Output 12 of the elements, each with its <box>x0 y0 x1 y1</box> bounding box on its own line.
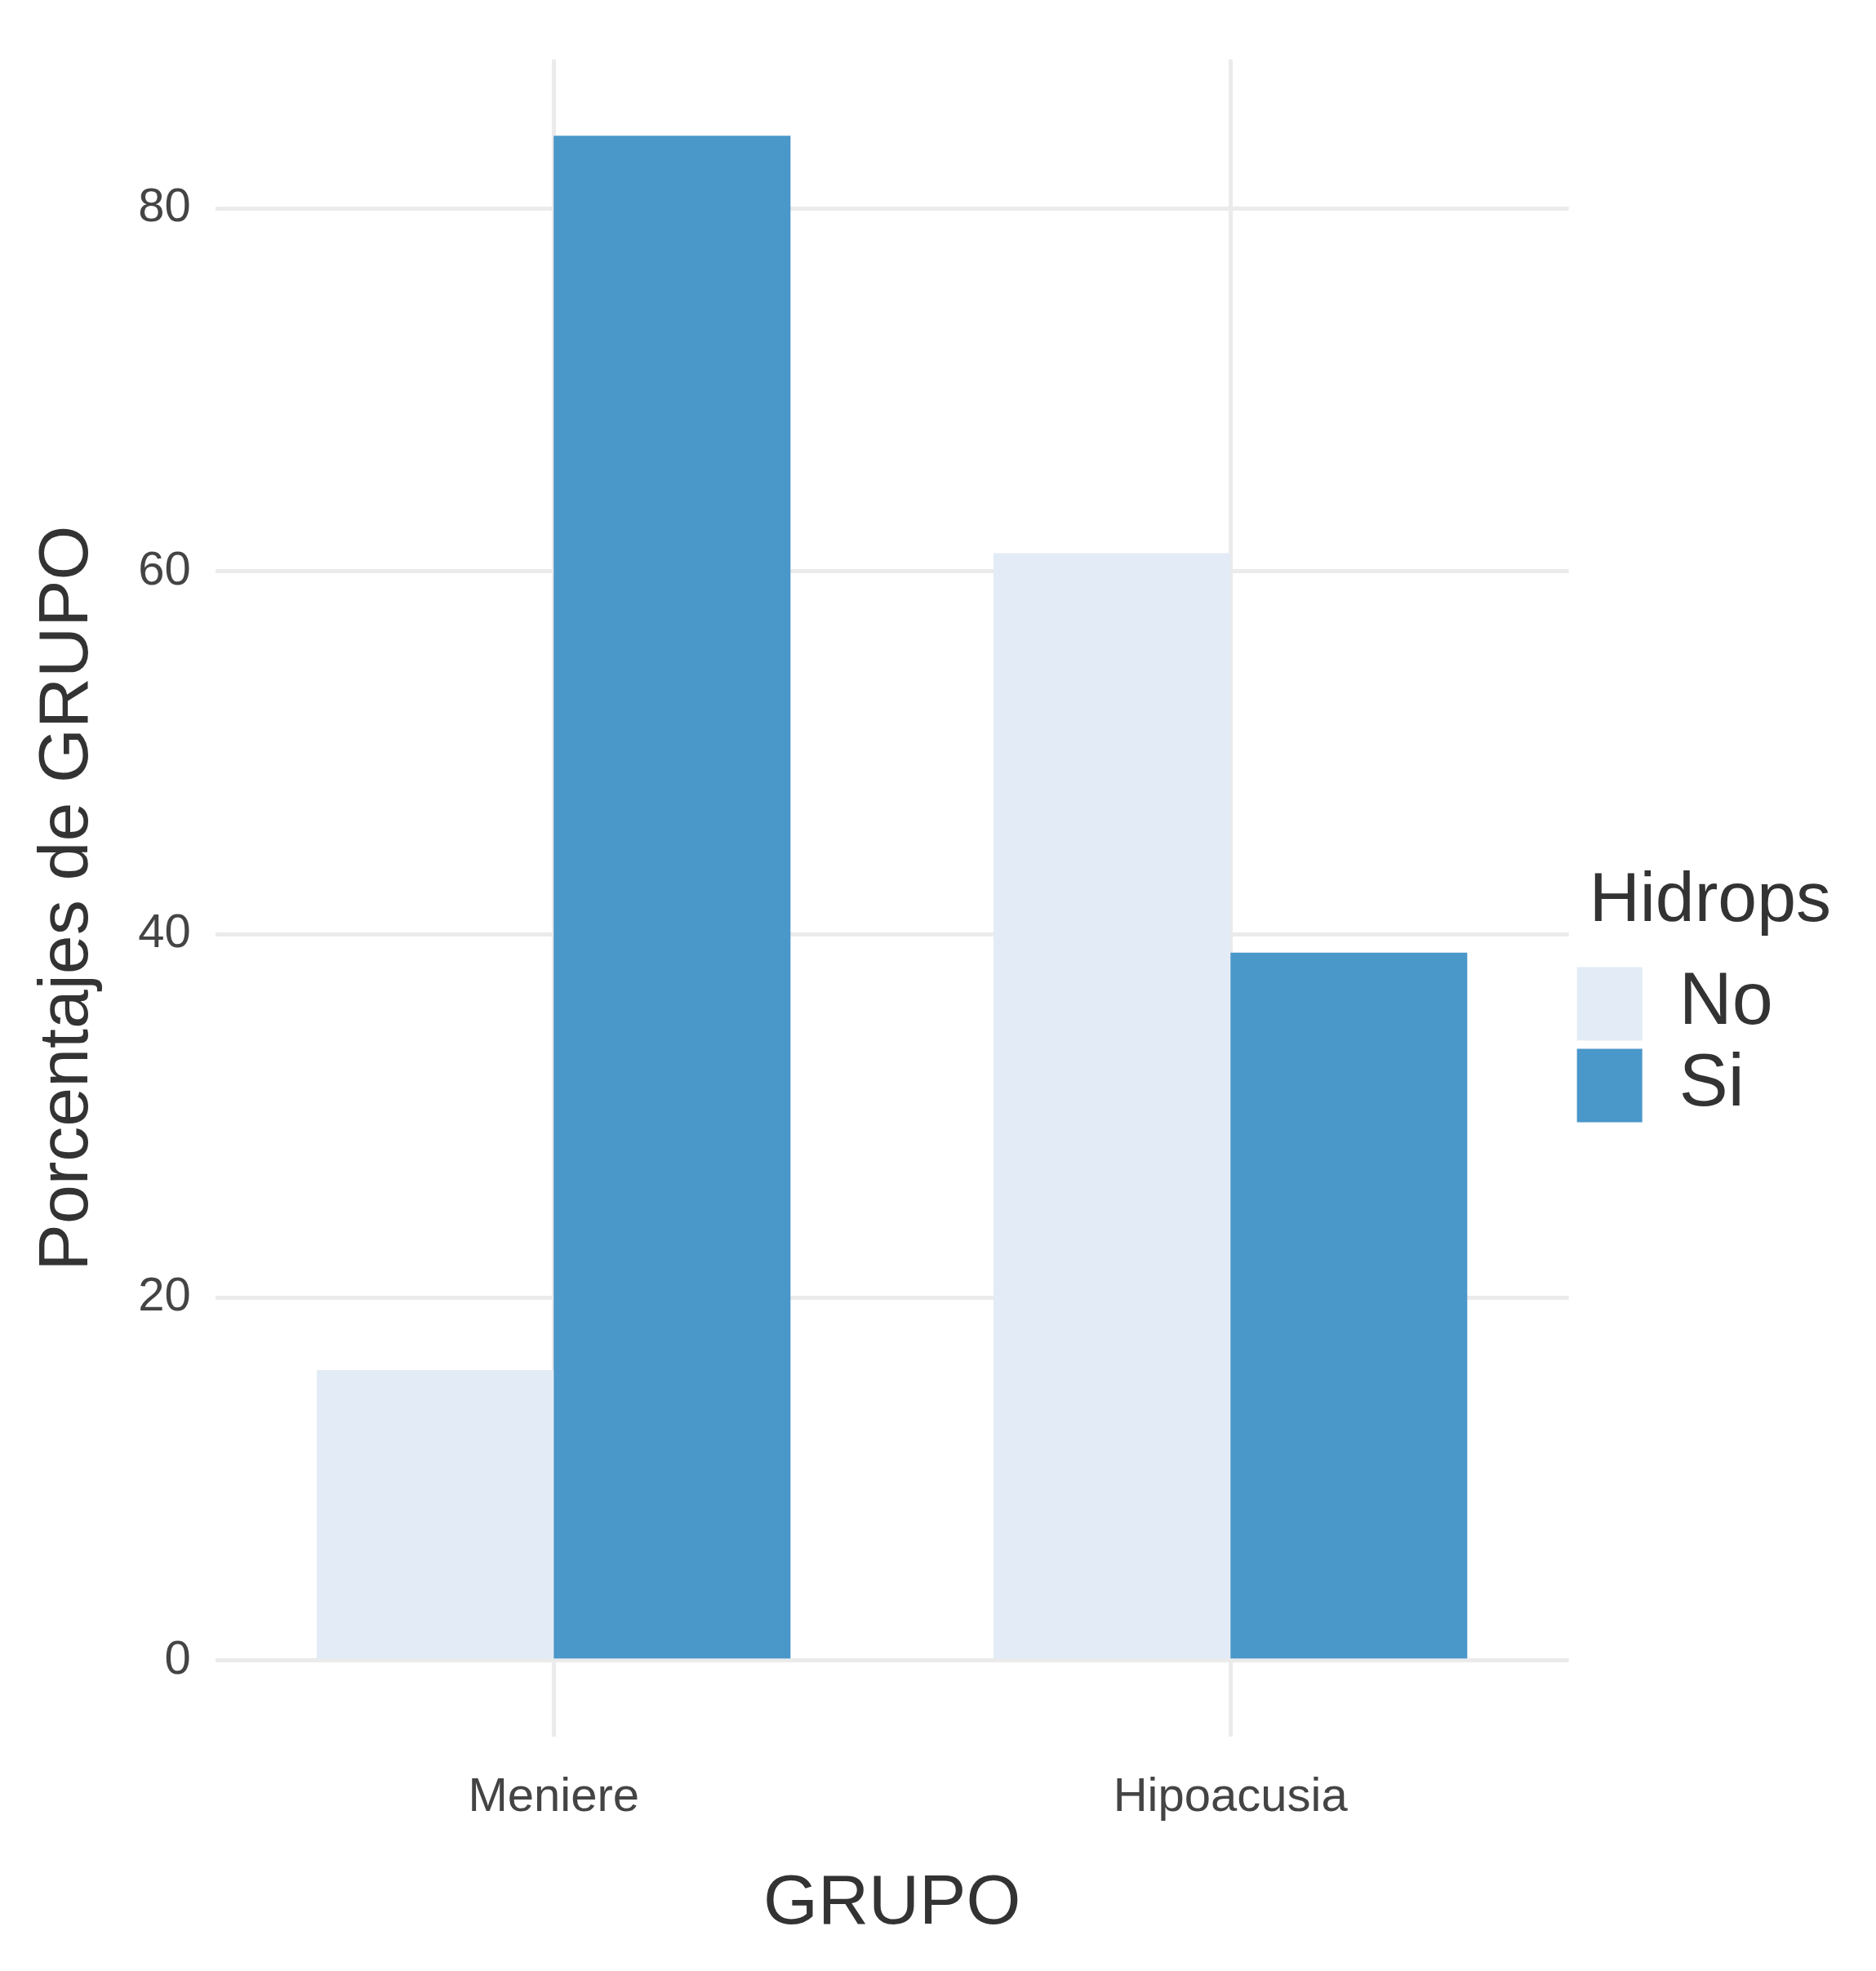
y-tick-label: 0 <box>164 1630 191 1684</box>
x-tick-label: Hipoacusia <box>1113 1768 1349 1821</box>
legend-label: Si <box>1678 1039 1745 1122</box>
y-tick-label: 60 <box>138 541 191 594</box>
legend-title: Hidrops <box>1589 857 1831 937</box>
legend-label: No <box>1678 958 1773 1040</box>
x-tick-label: Meniere <box>468 1768 639 1821</box>
x-axis-title: GRUPO <box>763 1860 1021 1939</box>
y-tick-label: 40 <box>138 904 191 958</box>
y-tick-label: 20 <box>138 1267 191 1321</box>
y-tick-label: 80 <box>138 178 191 232</box>
y-axis-title: Porcentajes de GRUPO <box>24 525 103 1271</box>
